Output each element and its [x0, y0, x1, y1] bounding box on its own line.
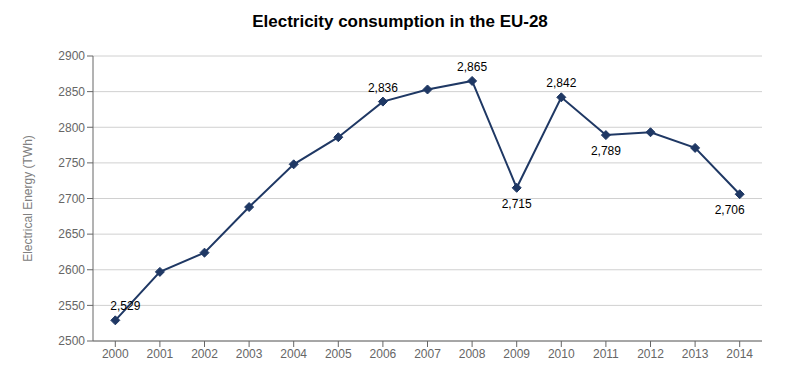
svg-text:2550: 2550 [58, 299, 85, 313]
svg-text:2014: 2014 [726, 347, 753, 361]
svg-text:Electrical Energy (TWh): Electrical Energy (TWh) [21, 135, 35, 262]
svg-text:2850: 2850 [58, 85, 85, 99]
svg-text:2,715: 2,715 [502, 197, 532, 211]
svg-text:2012: 2012 [637, 347, 664, 361]
svg-text:2,529: 2,529 [110, 299, 140, 313]
svg-text:2700: 2700 [58, 192, 85, 206]
svg-text:2009: 2009 [503, 347, 530, 361]
svg-text:2600: 2600 [58, 263, 85, 277]
svg-text:2008: 2008 [459, 347, 486, 361]
svg-text:2003: 2003 [236, 347, 263, 361]
svg-text:2,706: 2,706 [715, 203, 745, 217]
svg-text:2013: 2013 [682, 347, 709, 361]
svg-text:2650: 2650 [58, 227, 85, 241]
svg-text:2,789: 2,789 [591, 144, 621, 158]
svg-text:2900: 2900 [58, 49, 85, 63]
svg-text:2,865: 2,865 [457, 60, 487, 74]
svg-text:2006: 2006 [370, 347, 397, 361]
svg-text:2000: 2000 [102, 347, 129, 361]
html-text:Electricity consumption in the: Electricity consumption in the EU-28 [252, 12, 548, 31]
svg-text:2001: 2001 [147, 347, 174, 361]
svg-text:2002: 2002 [191, 347, 218, 361]
svg-text:2,836: 2,836 [368, 81, 398, 95]
svg-text:2004: 2004 [280, 347, 307, 361]
svg-text:2005: 2005 [325, 347, 352, 361]
svg-text:2800: 2800 [58, 121, 85, 135]
svg-text:2010: 2010 [548, 347, 575, 361]
svg-text:2750: 2750 [58, 156, 85, 170]
svg-text:2500: 2500 [58, 334, 85, 348]
svg-text:2007: 2007 [414, 347, 441, 361]
svg-text:2011: 2011 [593, 347, 619, 361]
svg-text:2,842: 2,842 [546, 76, 576, 90]
